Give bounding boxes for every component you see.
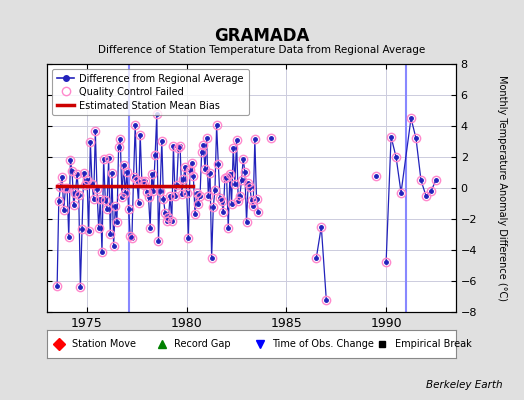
Text: Station Move: Station Move (72, 339, 136, 349)
Text: Time of Obs. Change: Time of Obs. Change (272, 339, 374, 349)
Text: Difference of Station Temperature Data from Regional Average: Difference of Station Temperature Data f… (99, 45, 425, 55)
Text: GRAMADA: GRAMADA (214, 27, 310, 45)
Text: Record Gap: Record Gap (174, 339, 231, 349)
Y-axis label: Monthly Temperature Anomaly Difference (°C): Monthly Temperature Anomaly Difference (… (497, 75, 507, 301)
Text: Berkeley Earth: Berkeley Earth (427, 380, 503, 390)
Text: Empirical Break: Empirical Break (395, 339, 471, 349)
Legend: Difference from Regional Average, Quality Control Failed, Estimated Station Mean: Difference from Regional Average, Qualit… (52, 69, 248, 115)
